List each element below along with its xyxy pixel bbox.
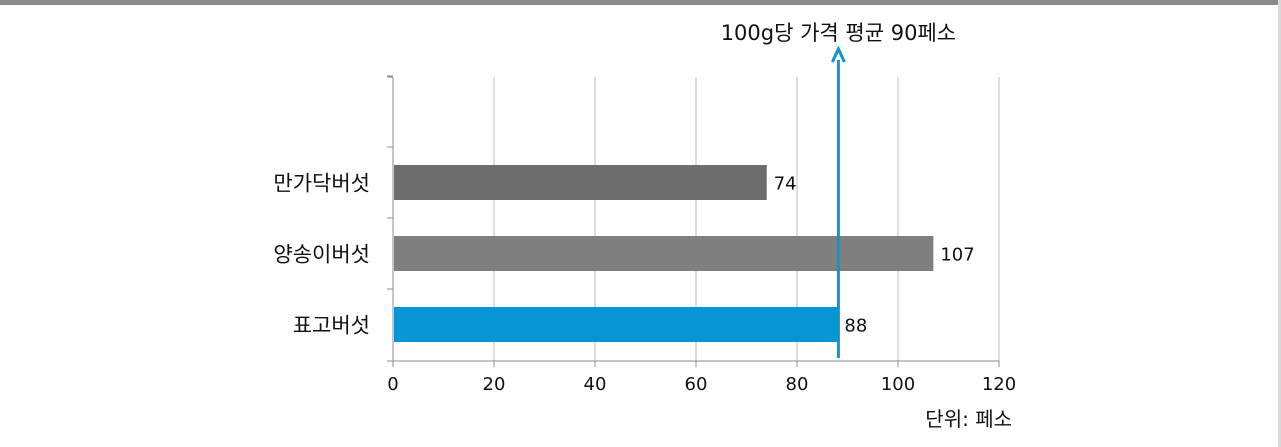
labels: 0 20 40 60 80 100 120 만가닥버섯 74 양송이버섯 107 표고버섯 88 — [273, 172, 1016, 396]
tick-label-x-120: 120 — [982, 374, 1016, 395]
tick-label-x-60: 60 — [685, 374, 708, 395]
category-label-3: 표고버섯 — [293, 314, 370, 338]
value-label-2: 107 — [940, 245, 974, 266]
category-label-1: 만가닥버섯 — [273, 172, 370, 196]
value-label-1: 74 — [774, 174, 797, 195]
bar-2 — [394, 236, 934, 271]
reference-annotation: 100g당 가격 평균 90페소 — [721, 21, 956, 358]
reference-label: 100g당 가격 평균 90페소 — [721, 21, 956, 45]
bar-3 — [394, 307, 838, 342]
bars — [394, 165, 934, 342]
tick-label-x-20: 20 — [483, 374, 506, 395]
window-top-border — [0, 0, 1281, 5]
axes — [387, 75, 1000, 367]
bar-1 — [394, 165, 767, 200]
unit-label: 단위: 페소 — [925, 407, 1012, 431]
reference-arrowhead — [831, 45, 846, 63]
tick-label-x-100: 100 — [881, 374, 915, 395]
window-right-border — [1278, 0, 1281, 447]
tick-label-x-80: 80 — [786, 374, 809, 395]
tick-label-x-40: 40 — [584, 374, 607, 395]
category-label-2: 양송이버섯 — [273, 243, 370, 267]
value-label-3: 88 — [844, 316, 867, 337]
tick-label-x-0: 0 — [387, 374, 398, 395]
